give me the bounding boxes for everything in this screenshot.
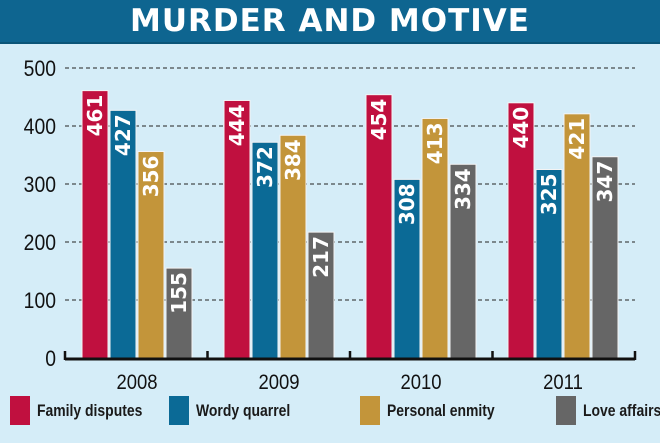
data-label: 440 [509,107,533,149]
chart-title: MURDER AND MOTIVE [130,3,530,39]
legend-label: Love affairs [583,400,660,420]
bar [81,90,109,359]
legend-item: Family disputes [10,396,155,425]
title-bar: MURDER AND MOTIVE [0,0,660,44]
bar [223,99,251,359]
bar [137,151,165,359]
bar [535,169,563,359]
bar [251,141,279,359]
x-tick-label: 2011 [543,371,583,394]
legend-label: Personal enmity [387,400,495,420]
data-label: 413 [423,122,447,164]
legend-swatch [169,396,189,425]
x-tick-label: 2009 [258,371,299,394]
legend-item: Personal enmity [360,396,542,425]
legend-swatch [556,396,576,425]
bar [307,231,335,359]
data-label: 334 [451,168,475,210]
y-tick-label: 400 [24,115,56,139]
data-label: 454 [367,99,391,141]
x-tick-label: 2010 [400,371,441,394]
data-label: 356 [139,156,163,198]
data-label: 155 [167,272,191,314]
bar [591,156,619,359]
legend-label: Family disputes [37,400,143,420]
x-tick-label: 2008 [116,371,157,394]
bar [279,134,307,359]
legend-swatch [360,396,380,425]
legend-item: Wordy quarrel [169,396,346,425]
data-label: 444 [225,104,249,146]
y-tick-label: 0 [45,347,56,371]
bar [393,178,421,359]
bar [165,267,193,359]
y-tick-label: 300 [24,173,56,197]
legend-swatch [10,396,30,425]
data-label: 461 [83,95,107,137]
data-label: 427 [111,114,135,156]
data-label: 384 [281,139,305,181]
y-tick-label: 100 [24,289,56,313]
y-tick-label: 500 [24,57,56,81]
legend-item: Love affairs [556,396,660,425]
y-tick-label: 200 [24,231,56,255]
data-label: 421 [565,118,589,160]
data-label: 325 [537,174,561,216]
bar [563,113,591,359]
data-label: 372 [253,146,277,188]
legend: Family disputes Wordy quarrel Personal enm… [10,396,660,425]
legend-label: Wordy quarrel [196,400,291,420]
data-label: 347 [593,161,617,203]
data-label: 217 [309,236,333,278]
bar [421,117,449,359]
data-label: 308 [395,183,419,225]
